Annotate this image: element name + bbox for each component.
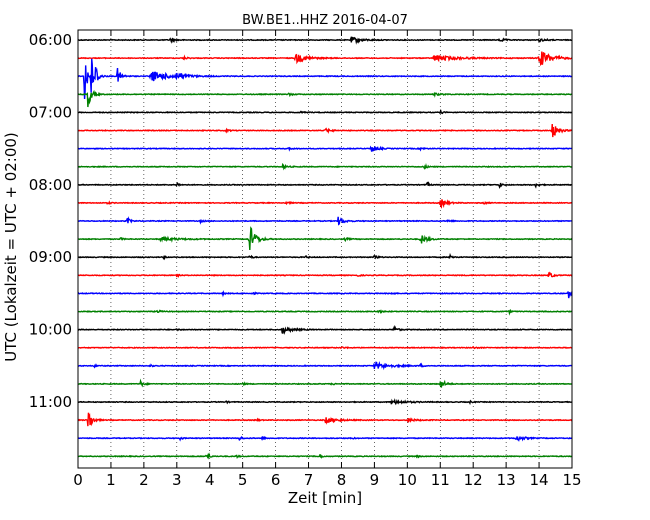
trace-0915 (77, 271, 573, 279)
trace-0945 (77, 308, 573, 316)
x-tick-label: 9 (370, 471, 380, 489)
x-tick-label: 15 (562, 471, 581, 489)
trace-0800 (77, 181, 573, 190)
trace-1100 (77, 398, 573, 406)
trace-1115 (77, 412, 573, 427)
trace-1000 (77, 324, 573, 335)
x-tick-label: 3 (172, 471, 182, 489)
chart-title: BW.BE1..HHZ 2016-04-07 (242, 13, 408, 28)
y-tick-label: 06:00 (29, 31, 72, 49)
x-tick-label: 2 (139, 471, 149, 489)
trace-0930 (77, 289, 573, 299)
trace-layer (77, 35, 573, 460)
trace-0830 (77, 216, 573, 226)
trace-1130 (77, 435, 573, 442)
plot-frame (77, 29, 573, 469)
trace-0615 (77, 51, 573, 67)
x-tick-label: 11 (431, 471, 450, 489)
trace-0700 (77, 108, 573, 115)
trace-1045 (77, 378, 573, 388)
trace-0845 (77, 226, 573, 250)
x-tick-label: 8 (337, 471, 347, 489)
x-tick-label: 6 (271, 471, 281, 489)
trace-0630 (77, 58, 573, 100)
x-tick-label: 0 (73, 471, 83, 489)
x-tick-label: 12 (464, 471, 483, 489)
y-tick-label: 09:00 (29, 248, 72, 266)
trace-0815 (77, 199, 573, 209)
trace-1015 (77, 345, 573, 350)
trace-1145 (77, 452, 573, 460)
y-tick-label: 10:00 (29, 321, 72, 339)
x-tick-label: 10 (398, 471, 417, 489)
y-tick-label: 11:00 (29, 393, 72, 411)
y-tick-label: 08:00 (29, 176, 72, 194)
trace-0900 (77, 252, 573, 261)
x-tick-label: 1 (106, 471, 116, 489)
trace-0745 (77, 162, 573, 171)
x-axis-label: Zeit [min] (288, 489, 362, 507)
trace-0600 (77, 35, 573, 45)
x-tick-label: 5 (238, 471, 248, 489)
x-axis-ticks: 0 1 2 3 4 5 6 7 8 9 10 11 12 13 14 15 (73, 30, 582, 489)
trace-1030 (77, 361, 573, 371)
trace-0730 (77, 145, 573, 152)
y-axis-ticks: 06:00 07:00 08:00 09:00 10:00 11:00 (29, 31, 572, 411)
x-tick-label: 13 (497, 471, 516, 489)
x-tick-label: 14 (530, 471, 549, 489)
trace-0645 (77, 89, 573, 108)
y-tick-label: 07:00 (29, 103, 72, 121)
trace-0715 (77, 123, 573, 138)
x-tick-label: 4 (205, 471, 215, 489)
y-axis-label: UTC (Lokalzeit = UTC + 02:00) (2, 132, 20, 362)
x-tick-label: 7 (304, 471, 314, 489)
